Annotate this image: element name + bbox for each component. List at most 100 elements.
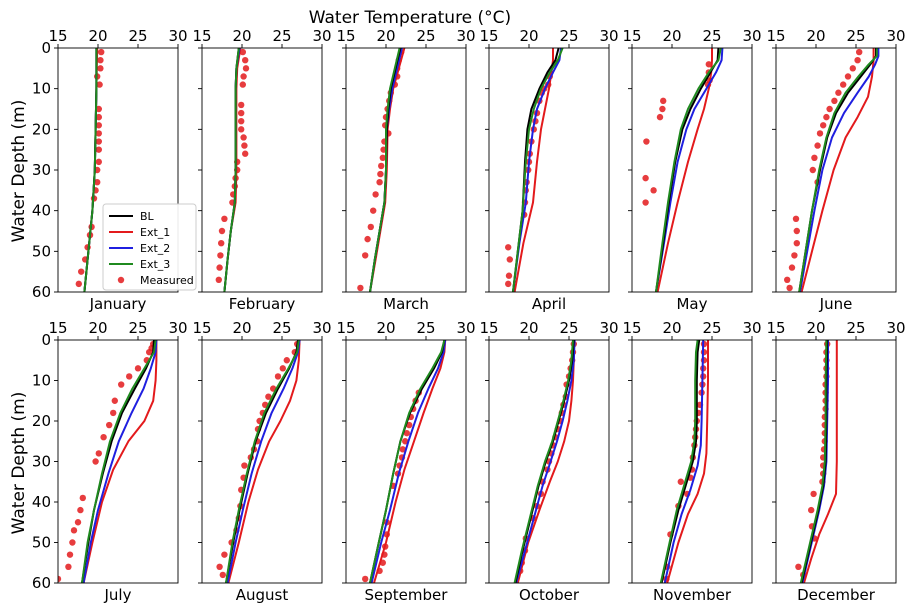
x-tick-label: 20 [232,319,251,337]
measured-point [95,450,103,457]
measured-point [784,276,791,283]
measured-point [357,284,364,292]
x-tick-label: 25 [846,319,865,337]
y-tick-label: 10 [32,372,51,390]
plot-area-may [642,48,724,292]
measured-point [110,409,117,417]
measured-point [279,365,286,372]
measured-point [241,462,248,469]
x-tick-label: 25 [416,319,435,337]
measured-point [97,57,104,64]
legend: BL Ext_1 Ext_2 Ext_3 Measured [102,203,197,291]
x-tick-label: 20 [88,27,107,45]
measured-point [96,81,103,88]
x-tick-label: 15 [48,27,67,45]
measured-point [505,272,513,279]
measured-point [217,252,224,259]
measured-point [238,126,245,133]
measured-point [364,235,371,243]
x-tick-label: 15 [48,319,67,337]
series-line-ext-3 [369,340,446,583]
x-tick-label: 30 [456,27,475,45]
legend-item: BL [109,210,155,223]
measured-point [79,494,87,502]
x-tick-label: 15 [192,319,211,337]
x-tick-label: 30 [886,319,905,337]
measured-point [239,48,246,56]
measured-point [403,429,410,437]
series-line-ext-3 [512,48,564,292]
measured-point [95,113,103,121]
measured-point [642,199,649,206]
measured-point [370,207,377,214]
series-line-ext-3 [655,48,722,292]
measured-point [74,519,82,526]
measured-point [126,373,133,380]
measured-point [786,284,793,292]
plot-area-august [216,340,301,583]
panel-july: 15 20 25 30 0 10 20 30 40 50 60 July [32,319,188,604]
measured-point [792,215,800,222]
panel-month-label: November [653,586,732,604]
x-tick-label: 25 [128,319,147,337]
series-line-ext-3 [225,340,300,583]
measured-point [793,227,800,235]
measured-point [242,150,249,157]
y-tick-label: 20 [32,120,51,138]
plot-area-november [659,340,709,583]
series-line-ext-2 [515,340,576,583]
x-tick-label: 30 [456,319,475,337]
measured-point [820,122,827,129]
x-tick-label: 15 [479,27,498,45]
legend-item: Ext_1 [109,226,170,239]
measured-point [826,105,833,113]
x-tick-label: 30 [742,27,761,45]
panel-may: 15 20 25 30 May [622,27,761,313]
x-tick-label: 30 [312,27,331,45]
panel-month-label: September [365,586,449,604]
measured-point [95,138,103,145]
measured-point [95,105,103,113]
measured-point [65,563,72,570]
series-line-ext-1 [666,340,709,583]
measured-point [840,81,847,88]
measured-point [642,174,649,182]
measured-point [399,446,406,453]
x-tick-label: 20 [88,319,107,337]
measured-point [810,490,817,498]
measured-point [92,458,99,465]
series-line-ext-1 [803,340,838,583]
x-tick-label: 15 [336,27,355,45]
measured-point [240,134,247,141]
series-line-ext-3 [81,340,157,583]
measured-point [218,227,226,235]
panel-june: 15 20 25 30 June [766,27,905,313]
measured-point [793,240,800,247]
x-tick-label: 25 [559,319,578,337]
measured-point [849,65,856,72]
measured-point [705,61,712,68]
x-tick-label: 25 [559,27,578,45]
measured-point [75,280,83,288]
x-tick-label: 15 [622,27,641,45]
measured-point [221,551,228,558]
x-tick-label: 30 [599,27,618,45]
panels-group: 15 20 25 30 0 10 20 30 40 50 60 January 15 20 25 30 Febr… [32,27,906,604]
panel-month-label: August [236,586,289,604]
measured-point [372,191,379,198]
measured-point [377,170,384,178]
measured-point [831,97,838,105]
plot-area-january [75,48,105,292]
measured-point [58,575,62,583]
y-tick-label: 30 [32,161,51,179]
x-tick-label: 25 [128,27,147,45]
measured-point [274,373,282,380]
x-tick-label: 20 [232,27,251,45]
measured-point [376,179,383,186]
measured-point [656,113,664,121]
measured-point [505,280,512,288]
measured-point [816,130,824,137]
measured-point [98,48,105,56]
measured-point [216,264,223,271]
measured-point [856,48,863,56]
